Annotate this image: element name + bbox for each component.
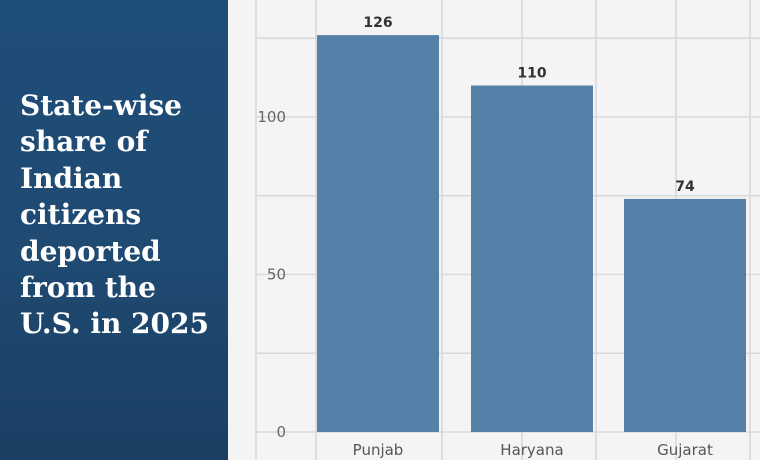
bar-gujarat bbox=[624, 198, 746, 432]
y-tick-label: 50 bbox=[267, 266, 286, 284]
bar-punjab bbox=[317, 35, 439, 432]
x-tick-label: Punjab bbox=[353, 441, 404, 459]
y-tick-label: 100 bbox=[257, 108, 286, 126]
data-label: 74 bbox=[675, 179, 695, 195]
bar-chart: 0 50 100 126 Punjab 110 Haryana 74 Gujarat bbox=[255, 0, 760, 460]
data-label: 126 bbox=[363, 15, 392, 31]
data-label: 110 bbox=[517, 66, 546, 82]
title-panel: State-wise share of Indian citizens depo… bbox=[0, 0, 228, 460]
x-tick-label: Haryana bbox=[500, 441, 563, 459]
chart-title: State-wise share of Indian citizens depo… bbox=[20, 89, 209, 341]
y-tick-label: 0 bbox=[276, 423, 286, 441]
bar-haryana bbox=[471, 85, 593, 432]
chart-area: 0 50 100 126 Punjab 110 Haryana 74 Gujarat bbox=[228, 0, 760, 460]
x-tick-label: Gujarat bbox=[657, 441, 713, 459]
